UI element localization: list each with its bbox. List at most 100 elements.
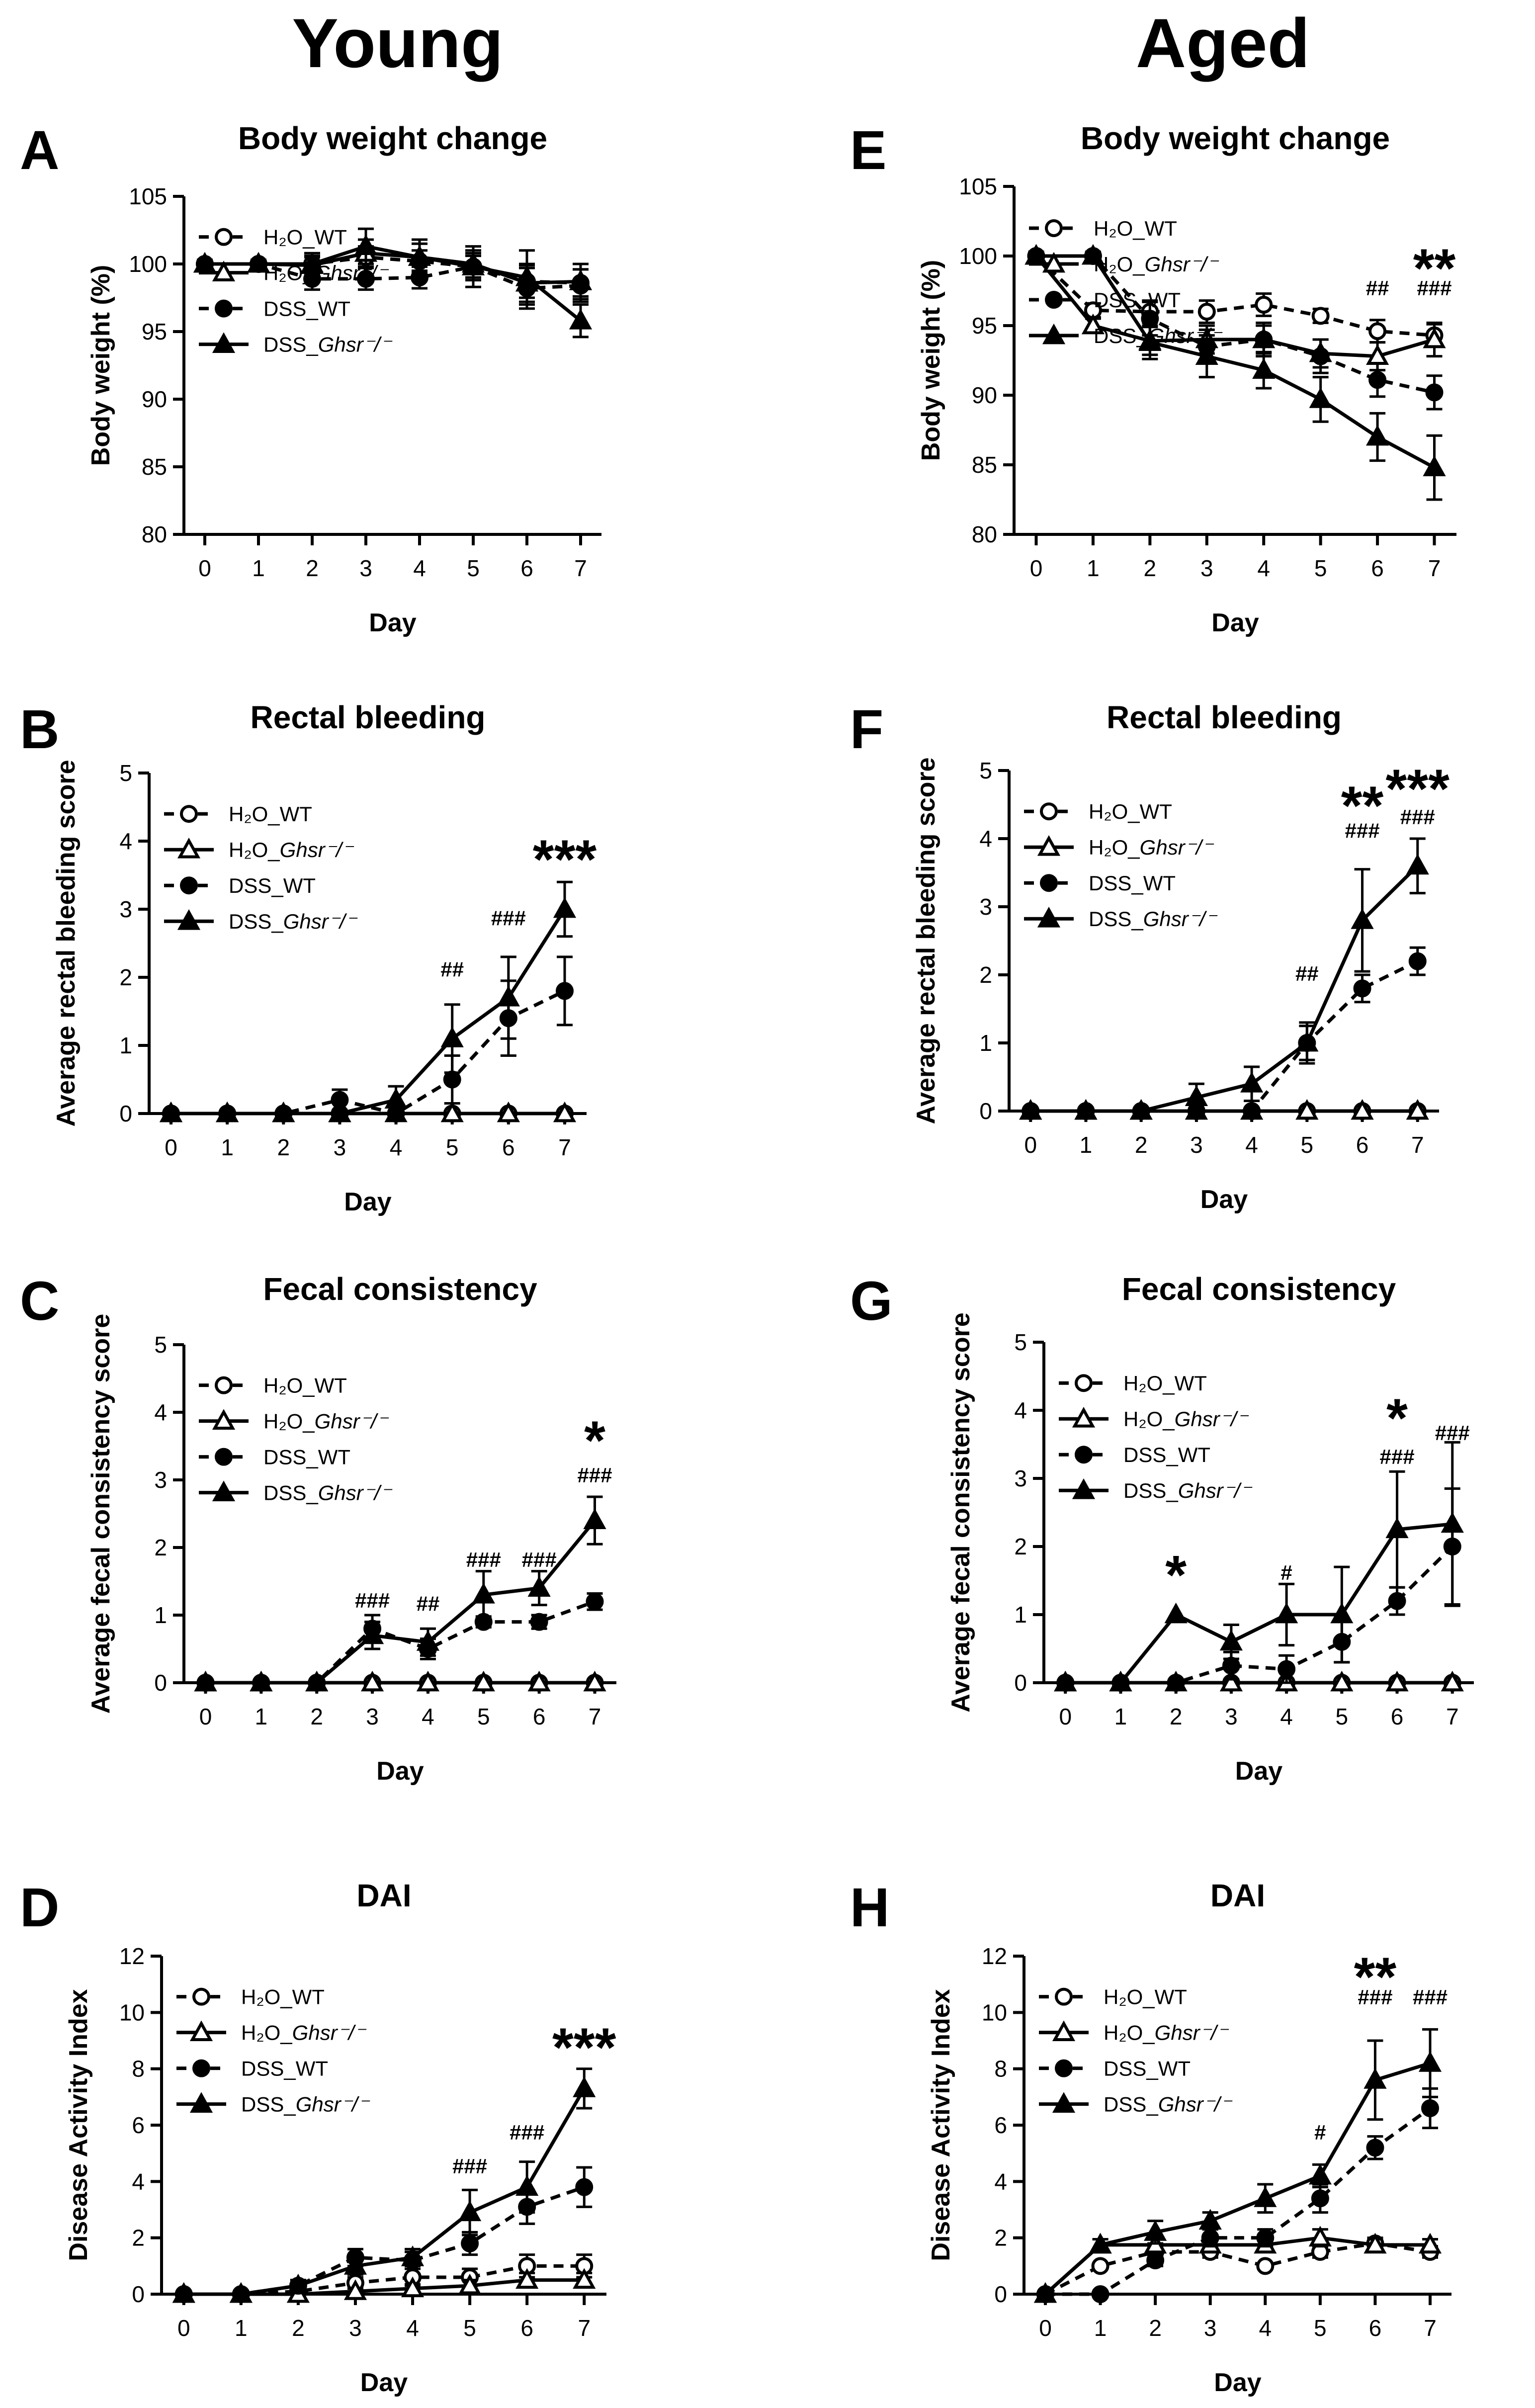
data-point bbox=[497, 985, 520, 1007]
data-point bbox=[1109, 1670, 1132, 1692]
data-point bbox=[360, 1623, 384, 1644]
x-tick-label: 0 bbox=[199, 1704, 212, 1729]
significance-mark: ## bbox=[1295, 962, 1319, 985]
data-point bbox=[1423, 455, 1446, 476]
significance-mark: *** bbox=[552, 2017, 616, 2078]
significance-mark: ### bbox=[355, 1589, 390, 1612]
legend-marker bbox=[1075, 1374, 1093, 1392]
x-tick-label: 1 bbox=[252, 555, 265, 581]
data-point bbox=[1353, 979, 1371, 998]
significance-mark: ## bbox=[440, 957, 464, 981]
legend-label: DSS_WT bbox=[241, 2057, 328, 2080]
legend-label: H₂O_WT bbox=[263, 226, 347, 249]
legend-marker bbox=[1045, 219, 1063, 237]
series-4 bbox=[1019, 837, 1429, 1120]
data-point bbox=[553, 897, 577, 918]
legend-marker bbox=[1052, 2092, 1076, 2113]
panel-letter: C bbox=[20, 1271, 59, 1332]
y-tick-label: 5 bbox=[979, 758, 992, 783]
data-point bbox=[1441, 1670, 1464, 1692]
legend-label: DSS_WT bbox=[229, 874, 316, 897]
y-tick-label: 2 bbox=[132, 2225, 145, 2251]
series-line bbox=[205, 245, 582, 322]
legend-marker bbox=[189, 2020, 213, 2041]
x-tick-label: 2 bbox=[1135, 1132, 1148, 1158]
data-point bbox=[461, 255, 485, 275]
x-tick-label: 3 bbox=[366, 1704, 379, 1729]
legend-marker bbox=[215, 299, 233, 318]
significance-mark: ### bbox=[1435, 1421, 1470, 1445]
data-point bbox=[1252, 358, 1276, 379]
legend-marker bbox=[1072, 1407, 1096, 1428]
x-tick-label: 1 bbox=[235, 2315, 248, 2341]
data-point bbox=[1144, 2220, 1167, 2241]
series-line bbox=[1030, 864, 1419, 1113]
chart-panel-c: C Fecal consistency 0 1 2 3 4 5 0 1 2 3 4 5 6 7 Day Avera… bbox=[20, 1271, 616, 1786]
y-tick-label: 1 bbox=[1014, 1602, 1027, 1628]
panel-title: DAI bbox=[1210, 1878, 1265, 1913]
series-line bbox=[1034, 255, 1435, 358]
x-tick-label: 3 bbox=[334, 1134, 346, 1160]
significance-mark: ### bbox=[466, 1548, 501, 1571]
series-line bbox=[205, 1519, 597, 1685]
y-tick-label: 105 bbox=[129, 183, 167, 209]
legend-marker bbox=[1055, 2059, 1073, 2077]
x-tick-label: 6 bbox=[533, 1704, 546, 1729]
y-tick-label: 4 bbox=[1014, 1397, 1027, 1423]
data-point bbox=[1275, 1602, 1298, 1624]
y-axis-label: Body weight (%) bbox=[917, 260, 945, 461]
data-point bbox=[1388, 1592, 1406, 1610]
data-point bbox=[416, 1670, 440, 1692]
data-point bbox=[1091, 2285, 1109, 2303]
y-tick-label: 3 bbox=[979, 894, 992, 920]
significance-mark: * bbox=[584, 1410, 605, 1471]
data-point bbox=[272, 1101, 295, 1122]
y-tick-label: 1 bbox=[119, 1032, 132, 1058]
data-point bbox=[1195, 344, 1218, 365]
y-tick-label: 3 bbox=[154, 1467, 167, 1493]
data-point bbox=[1406, 854, 1429, 875]
x-tick-label: 3 bbox=[1204, 2315, 1217, 2341]
data-point bbox=[1330, 1670, 1354, 1692]
data-point bbox=[360, 1670, 384, 1692]
x-tick-label: 0 bbox=[1039, 2315, 1052, 2341]
x-tick-label: 0 bbox=[198, 555, 211, 581]
data-point bbox=[1295, 1031, 1319, 1052]
data-point bbox=[1425, 383, 1444, 402]
data-point bbox=[1278, 1660, 1296, 1678]
series-4 bbox=[172, 2067, 596, 2303]
y-tick-label: 90 bbox=[142, 386, 167, 412]
panel-title: Body weight change bbox=[238, 120, 547, 156]
chart-panel-b: B Rectal bleeding 0 1 2 3 4 5 0 1 2 3 4 5 6 7 Day Average… bbox=[20, 699, 597, 1216]
legend-label: H₂O_Ghsr⁻/⁻ bbox=[263, 1410, 389, 1433]
data-point bbox=[328, 1101, 351, 1122]
legend-marker bbox=[1045, 291, 1063, 309]
data-point bbox=[1033, 2282, 1057, 2303]
data-point bbox=[1385, 1670, 1409, 1692]
significance-mark: ** bbox=[1341, 775, 1384, 837]
data-point bbox=[583, 1508, 606, 1529]
x-tick-label: 3 bbox=[1225, 1704, 1238, 1729]
legend-marker bbox=[212, 260, 236, 281]
data-point bbox=[305, 1670, 329, 1692]
legend-label: DSS_WT bbox=[263, 1446, 350, 1469]
data-point bbox=[1255, 296, 1273, 314]
y-tick-label: 0 bbox=[994, 2281, 1007, 2307]
significance-mark: * bbox=[1165, 1545, 1187, 1606]
data-point bbox=[1091, 2257, 1109, 2275]
data-point bbox=[354, 234, 378, 256]
data-point bbox=[575, 2178, 594, 2196]
legend-marker bbox=[177, 909, 201, 930]
significance-mark: ### bbox=[577, 1463, 612, 1487]
series-line bbox=[1044, 2061, 1431, 2296]
y-tick-label: 4 bbox=[154, 1399, 167, 1425]
legend-marker bbox=[1055, 1987, 1073, 2006]
legend-marker bbox=[192, 1987, 210, 2006]
y-axis-label: Average rectal bleeding score bbox=[912, 758, 940, 1124]
series-line bbox=[1030, 959, 1419, 1113]
significance-mark: ### bbox=[1358, 1985, 1392, 2009]
series-line bbox=[1045, 2107, 1432, 2296]
data-point bbox=[1074, 1099, 1098, 1120]
data-point bbox=[569, 309, 593, 330]
